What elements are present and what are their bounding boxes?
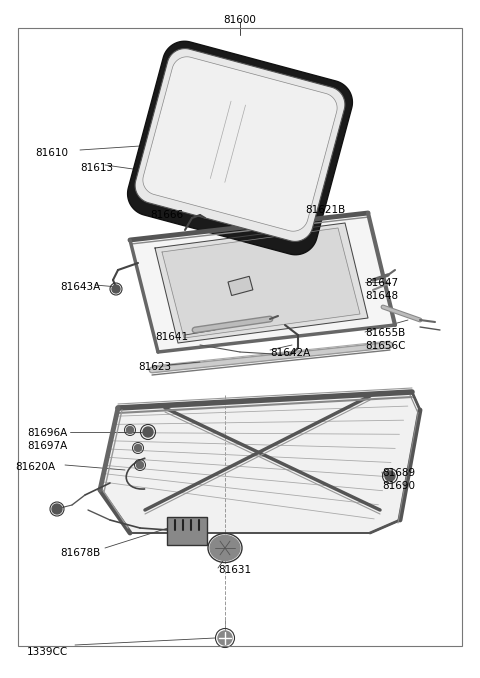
Text: 1339CC: 1339CC [27,647,68,657]
PathPatch shape [143,57,337,231]
Text: 81655B: 81655B [365,328,405,338]
Polygon shape [100,392,420,533]
Polygon shape [155,223,368,343]
Text: 81678B: 81678B [60,548,100,558]
Text: 81641: 81641 [156,332,189,342]
Circle shape [134,445,142,452]
Polygon shape [162,228,360,338]
Text: 81600: 81600 [224,15,256,25]
Text: 81613: 81613 [80,163,113,173]
Circle shape [136,462,144,468]
Text: 81623: 81623 [138,362,171,372]
Text: 81620A: 81620A [15,462,55,472]
Text: 81689: 81689 [382,468,415,478]
Bar [228,277,253,296]
Text: 81621B: 81621B [305,205,345,215]
Ellipse shape [210,536,240,561]
Text: 81696A: 81696A [28,428,68,438]
Circle shape [127,426,133,433]
Text: 81666: 81666 [150,210,183,220]
Text: 81697A: 81697A [28,441,68,451]
PathPatch shape [135,49,345,241]
Circle shape [112,285,120,293]
Circle shape [385,471,395,481]
Text: 81656C: 81656C [365,341,406,351]
Text: 81690: 81690 [382,481,415,491]
Circle shape [52,504,62,514]
Polygon shape [130,213,395,352]
PathPatch shape [128,41,352,255]
Text: 81631: 81631 [218,565,251,575]
FancyBboxPatch shape [167,517,207,545]
Text: 81648: 81648 [365,291,398,301]
Circle shape [143,427,153,437]
Text: 81647: 81647 [365,278,398,288]
Text: 81642A: 81642A [270,348,310,358]
Text: 81610: 81610 [35,148,68,158]
Circle shape [218,631,232,645]
Text: 81643A: 81643A [60,282,100,292]
